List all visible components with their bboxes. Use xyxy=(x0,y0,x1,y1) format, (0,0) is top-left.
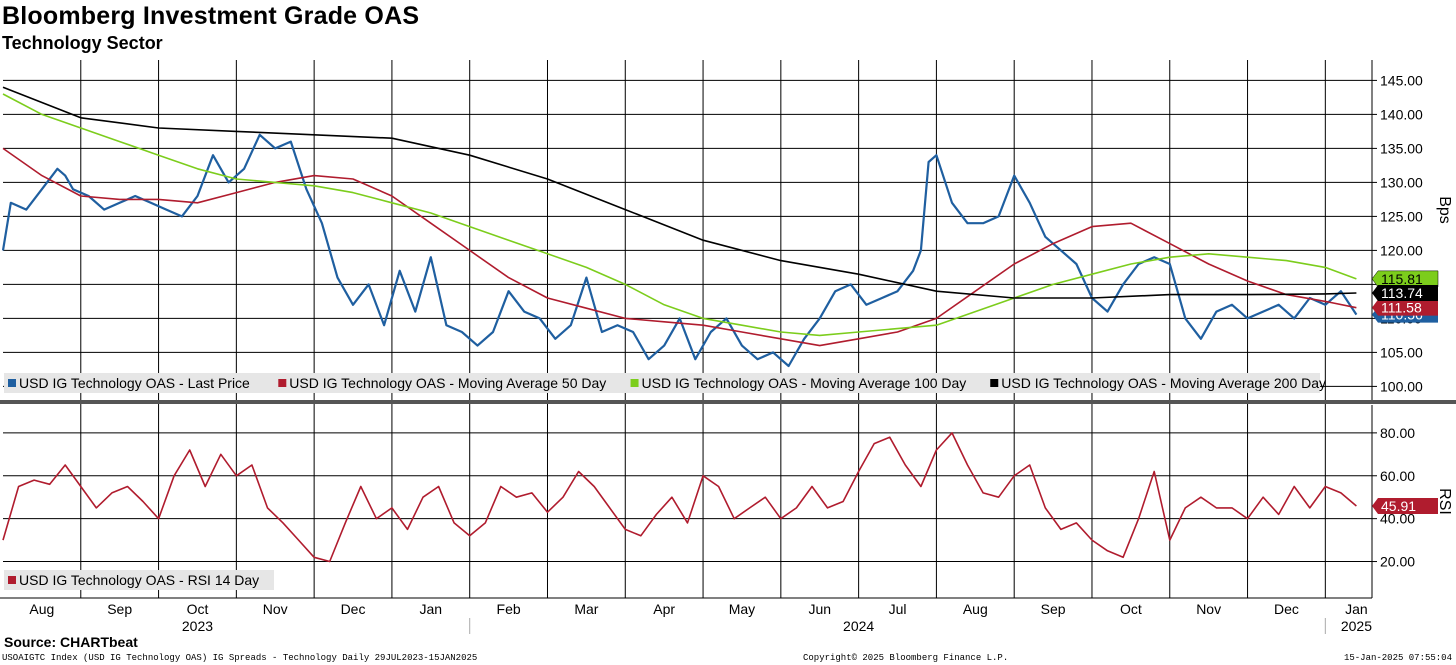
x-tick-label: Sep xyxy=(107,601,132,617)
y-tick-label: 80.00 xyxy=(1380,425,1415,441)
legend-item: USD IG Technology OAS - Moving Average 1… xyxy=(642,375,967,391)
x-tick-label: Feb xyxy=(497,601,521,617)
last-value-badge xyxy=(1372,497,1438,514)
x-year-label: 2025 xyxy=(1341,618,1372,634)
legend-item: USD IG Technology OAS - Moving Average 5… xyxy=(289,375,606,391)
y-tick-label: 40.00 xyxy=(1380,511,1415,527)
legend-item: USD IG Technology OAS - Last Price xyxy=(19,375,250,391)
x-tick-label: Sep xyxy=(1041,601,1066,617)
series-line-ma200 xyxy=(2,86,1357,299)
x-tick-label: Aug xyxy=(29,601,54,617)
last-value-label: 115.81 xyxy=(1381,271,1423,287)
series-line-rsi xyxy=(2,432,1357,563)
last-value-badge xyxy=(1372,299,1438,316)
legend-swatch xyxy=(990,379,999,387)
x-tick-label: Aug xyxy=(963,601,988,617)
footer-ticker-info: USOAIGTC Index (USD IG Technology OAS) I… xyxy=(2,653,478,663)
legend-swatch xyxy=(630,379,639,387)
y-tick-label: 130.00 xyxy=(1380,174,1423,190)
chart-title: Bloomberg Investment Grade OAS xyxy=(2,2,420,30)
footer-timestamp: 15-Jan-2025 07:55:04 xyxy=(1343,653,1452,663)
chart-area: 100.00105.00110.00115.00120.00125.00130.… xyxy=(0,60,1456,634)
x-year-label: 2023 xyxy=(182,618,213,634)
y-tick-label: 105.00 xyxy=(1380,344,1423,360)
last-value-label: 113.74 xyxy=(1381,285,1423,301)
x-tick-label: Jan xyxy=(420,601,443,617)
x-tick-label: Oct xyxy=(187,601,209,617)
chart-subtitle: Technology Sector xyxy=(2,33,163,53)
x-tick-label: Jun xyxy=(808,601,831,617)
series-line-last-price xyxy=(1,133,1358,368)
series-line-ma100 xyxy=(2,93,1357,337)
y-tick-label: 125.00 xyxy=(1380,208,1423,224)
x-tick-label: May xyxy=(729,601,755,617)
y-tick-label: 145.00 xyxy=(1380,72,1423,88)
y-tick-label: 120.00 xyxy=(1380,242,1423,258)
x-tick-label: Dec xyxy=(1274,601,1299,617)
legend-background xyxy=(4,373,1320,393)
x-tick-label: Oct xyxy=(1120,601,1142,617)
y-axis-label: Bps xyxy=(1436,196,1453,224)
source-note: Source: CHARTbeat xyxy=(4,634,138,650)
last-value-label: 45.91 xyxy=(1381,498,1416,514)
y-tick-label: 135.00 xyxy=(1380,140,1423,156)
x-tick-label: Dec xyxy=(341,601,366,617)
y-tick-label: 100.00 xyxy=(1380,378,1423,394)
y-tick-label: 140.00 xyxy=(1380,106,1423,122)
footer-copyright: Copyright© 2025 Bloomberg Finance L.P. xyxy=(803,653,1009,663)
legend-swatch xyxy=(8,379,16,387)
y-tick-label: 60.00 xyxy=(1380,468,1415,484)
x-tick-label: Jan xyxy=(1345,601,1368,617)
x-tick-label: Nov xyxy=(1196,601,1221,617)
legend-swatch xyxy=(8,576,16,584)
last-value-label: 111.58 xyxy=(1381,300,1422,316)
legend-item: USD IG Technology OAS - Moving Average 2… xyxy=(1001,375,1326,391)
legend-swatch xyxy=(278,379,287,387)
last-value-badge xyxy=(1371,270,1439,288)
y-tick-label: 20.00 xyxy=(1380,554,1415,570)
x-tick-label: Nov xyxy=(263,601,288,617)
legend-background xyxy=(4,570,274,590)
last-value-badge xyxy=(1372,284,1438,301)
x-year-label: 2024 xyxy=(843,618,874,634)
x-tick-label: Jul xyxy=(889,601,907,617)
series-line-ma50 xyxy=(2,147,1357,347)
y-axis-label: RSI xyxy=(1436,488,1453,515)
x-tick-label: Apr xyxy=(653,601,675,617)
x-tick-label: Mar xyxy=(574,601,598,617)
legend-item: USD IG Technology OAS - RSI 14 Day xyxy=(19,572,259,588)
